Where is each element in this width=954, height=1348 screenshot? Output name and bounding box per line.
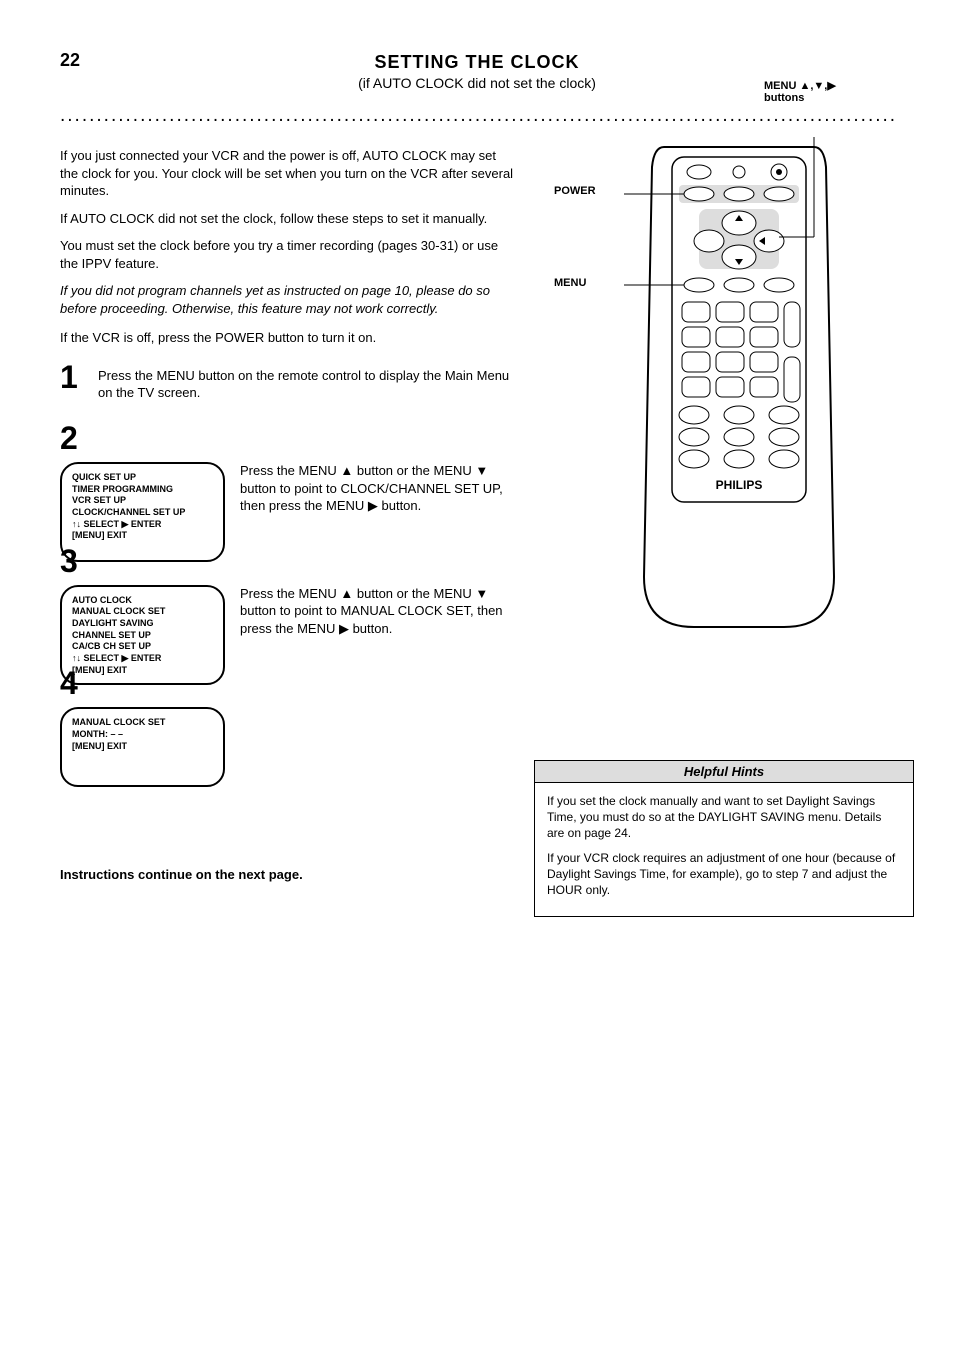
screen3-line5: ↑↓ SELECT ▶ ENTER xyxy=(72,653,213,665)
page-title: SETTING THE CLOCK xyxy=(60,50,894,73)
screen3-line4: CA/CB CH SET UP xyxy=(72,641,213,653)
remote-brand-text: PHILIPS xyxy=(716,478,763,492)
screen4-line0: MANUAL CLOCK SET xyxy=(72,717,213,729)
step-1-number: 1 xyxy=(60,361,88,402)
intro-text: If you just connected your VCR and the p… xyxy=(60,147,514,347)
screen4-line2: MONTH: – – xyxy=(72,729,213,741)
screen-box-4: MANUAL CLOCK SET MONTH: – – [MENU] EXIT xyxy=(60,707,225,787)
screen3-line3: CHANNEL SET UP xyxy=(72,630,213,642)
screen2-line3: CLOCK/CHANNEL SET UP xyxy=(72,507,213,519)
tips-header: Helpful Hints xyxy=(535,761,913,783)
screen-box-3: AUTO CLOCK MANUAL CLOCK SET DAYLIGHT SAV… xyxy=(60,585,225,685)
callout-menu-arrows: MENU ▲,▼,▶ buttons xyxy=(764,79,864,104)
page-number: 22 xyxy=(60,50,80,71)
screen2-line1: TIMER PROGRAMMING xyxy=(72,484,213,496)
helpful-hints-box: Helpful Hints If you set the clock manua… xyxy=(534,760,914,917)
intro-p4: If the VCR is off, press the POWER butto… xyxy=(60,329,514,347)
step-1-text: Press the MENU button on the remote cont… xyxy=(98,361,514,402)
screen3-line1: MANUAL CLOCK SET xyxy=(72,606,213,618)
screen2-line4: ↑↓ SELECT ▶ ENTER xyxy=(72,519,213,531)
instructions-continue: Instructions continue on the next page. xyxy=(60,867,514,882)
callout-power: POWER xyxy=(554,185,596,197)
step-3-text: Press the MENU ▲ button or the MENU ▼ bu… xyxy=(240,585,514,638)
step-2-text: Press the MENU ▲ button or the MENU ▼ bu… xyxy=(240,462,514,515)
step-2: 2 xyxy=(60,422,514,454)
remote-svg: PHILIPS xyxy=(624,137,854,637)
screen2-line0: QUICK SET UP xyxy=(72,472,213,484)
remote-illustration: PHILIPS MENU ▲,▼,▶ buttons POWER MENU xyxy=(624,137,854,642)
screen2-line2: VCR SET UP xyxy=(72,495,213,507)
tips-p2: If your VCR clock requires an adjustment… xyxy=(547,850,901,899)
intro-p3: You must set the clock before you try a … xyxy=(60,237,514,272)
tips-p1: If you set the clock manually and want t… xyxy=(547,793,901,842)
left-column: If you just connected your VCR and the p… xyxy=(60,147,514,882)
callout-menu: MENU xyxy=(554,277,586,289)
screen3-line2: DAYLIGHT SAVING xyxy=(72,618,213,630)
step-2-number: 2 xyxy=(60,422,88,454)
intro-warning: If you did not program channels yet as i… xyxy=(60,282,514,317)
tips-body: If you set the clock manually and want t… xyxy=(535,783,913,916)
screen-box-2: QUICK SET UP TIMER PROGRAMMING VCR SET U… xyxy=(60,462,225,562)
screen2-line5: [MENU] EXIT xyxy=(72,530,213,542)
screen3-line6: [MENU] EXIT xyxy=(72,665,213,677)
step-1: 1 Press the MENU button on the remote co… xyxy=(60,361,514,402)
dotted-divider: ........................................… xyxy=(60,105,894,127)
intro-p2: If AUTO CLOCK did not set the clock, fol… xyxy=(60,210,514,228)
screen3-line0: AUTO CLOCK xyxy=(72,595,213,607)
intro-p1: If you just connected your VCR and the p… xyxy=(60,147,514,200)
screen4-line5: [MENU] EXIT xyxy=(72,741,213,753)
